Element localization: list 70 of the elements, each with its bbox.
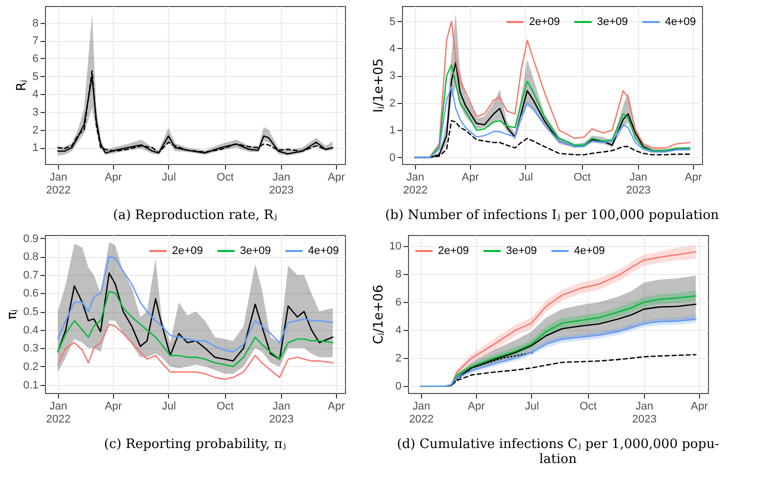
y-tick-label: 6 — [32, 52, 38, 65]
y-tick-label: 0 — [389, 152, 396, 164]
legend-label: 2e+09 — [172, 245, 203, 257]
x-tick-label: Jan 2022 — [409, 400, 434, 426]
y-tick-label: 8 — [32, 17, 38, 30]
x-tick-label: Jul — [162, 400, 176, 412]
x-tick-label: Apr — [104, 172, 122, 184]
x-tick-label: Apr — [104, 400, 122, 412]
y-tick-label: 3 — [389, 70, 396, 82]
text: (c) Reporting probability, πⱼ — [104, 437, 286, 452]
y-tick-label: 0.8 — [23, 251, 38, 264]
x-tick-label: Oct — [574, 172, 591, 184]
x-tick-label: Apr — [328, 400, 346, 412]
y-tick-label: 1 — [389, 124, 396, 137]
y-tick-label: 0.3 — [23, 342, 38, 355]
y-tick-label: 0 — [395, 380, 402, 393]
y-tick-label: 0.9 — [23, 232, 38, 245]
legend-label: 4e+09 — [574, 245, 605, 257]
y-tick-label: 2 — [395, 352, 402, 365]
x-tick-label: Apr — [328, 172, 346, 184]
legend-label: 3e+09 — [240, 245, 271, 257]
y-axis-title: πⱼ — [5, 309, 20, 320]
x-tick-label: Oct — [216, 400, 234, 412]
text: (d) Cumulative infections Cⱼ per 1,000,000 popu- lation — [396, 437, 720, 467]
legend-label: 3e+09 — [597, 16, 628, 28]
x-tick-label: Apr — [684, 172, 702, 184]
legend-label: 2e+09 — [438, 245, 469, 257]
x-tick-label: Jan 2022 — [46, 172, 71, 196]
y-tick-label: 4 — [32, 88, 38, 101]
x-tick-label: Jul — [162, 172, 176, 184]
y-tick-label: 5 — [32, 70, 38, 83]
x-tick-label: Jan 2023 — [632, 400, 657, 426]
x-tick-label: Jan 2023 — [626, 172, 651, 196]
y-tick-label: 0.2 — [23, 360, 38, 373]
x-tick-label: Apr — [690, 400, 708, 412]
y-axis-title: Iⱼ/1e+05 — [371, 58, 386, 113]
x-tick-label: Apr — [468, 400, 486, 412]
x-tick-label: Jan 2022 — [403, 172, 428, 196]
x-tick-label: Jan 2022 — [46, 400, 71, 426]
x-tick-label: Jul — [524, 400, 539, 412]
y-tick-label: 6 — [395, 296, 402, 309]
y-tick-label: 10 — [389, 240, 402, 253]
x-tick-label: Oct — [216, 172, 234, 184]
x-tick-label: Jan 2023 — [269, 172, 294, 196]
x-tick-label: Jul — [518, 172, 533, 184]
y-tick-label: 0.7 — [23, 269, 38, 282]
x-tick-label: Jan 2023 — [269, 400, 294, 426]
y-tick-label: 2 — [389, 97, 396, 110]
y-tick-label: 0.6 — [23, 288, 38, 300]
y-tick-label: 0.1 — [23, 379, 38, 392]
y-tick-label: 1 — [32, 142, 38, 154]
y-tick-label: 4 — [395, 324, 402, 337]
y-tick-label: 4 — [389, 42, 396, 55]
y-tick-label: 2 — [32, 124, 38, 136]
y-axis-title: Cⱼ/1e+06 — [371, 284, 386, 344]
y-tick-label: 3 — [32, 106, 38, 118]
y-tick-label: 8 — [395, 268, 402, 281]
y-tick-label: 0.4 — [23, 324, 38, 336]
y-tick-label: 0.5 — [23, 306, 38, 318]
y-tick-label: 7 — [32, 35, 38, 48]
y-axis-title: Rⱼ — [14, 80, 30, 92]
legend-label: 4e+09 — [308, 245, 339, 257]
text: (a) Reproduction rate, Rⱼ — [113, 208, 277, 223]
y-tick-label: 5 — [389, 16, 396, 28]
legend-label: 2e+09 — [529, 16, 560, 28]
x-tick-label: Oct — [580, 400, 597, 412]
x-tick-label: Apr — [462, 172, 480, 184]
text: (b) Number of infections Iⱼ per 100,000 population — [385, 208, 720, 223]
legend-label: 4e+09 — [665, 16, 696, 28]
legend-label: 3e+09 — [506, 245, 537, 257]
